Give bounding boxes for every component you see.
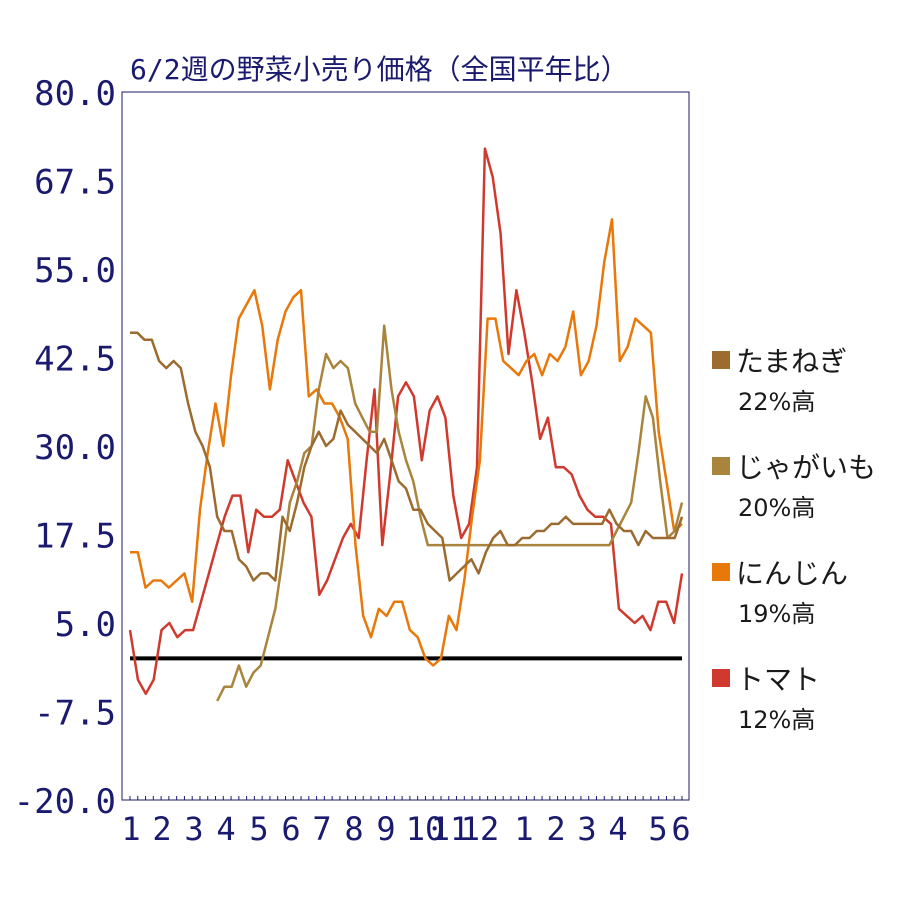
legend-swatch (712, 457, 730, 475)
series-line (216, 324, 684, 702)
x-tick-label: 10 (406, 810, 445, 848)
x-tick-label: 3 (577, 810, 596, 848)
y-tick-label: -20.0 (14, 782, 116, 822)
legend-swatch (712, 563, 730, 581)
chart-title: 6/2週の野菜小売り価格（全国平年比） (130, 53, 629, 86)
y-tick-label: 42.5 (34, 340, 116, 380)
series-line (130, 218, 683, 667)
x-tick-label: 11 (431, 810, 470, 848)
x-tick-label: 6 (281, 810, 300, 848)
legend-swatch (712, 351, 730, 369)
legend-series-name: にんじん (736, 557, 849, 590)
series-line (130, 331, 684, 582)
legend-item: にんじん 19%高 (712, 552, 848, 629)
x-tick-label: 7 (312, 810, 331, 848)
legend-item: じゃがいも 20%高 (712, 446, 876, 523)
x-tick-label: 4 (608, 810, 627, 848)
y-tick-label: 5.0 (55, 605, 116, 645)
x-tick-label: 8 (344, 810, 363, 848)
x-tick-label: 1 (121, 810, 140, 848)
x-tick-label: 5 (648, 810, 667, 848)
legend-series-note: 12%高 (738, 706, 816, 734)
y-tick-label: 67.5 (34, 163, 116, 203)
y-tick-label: 30.0 (34, 428, 116, 468)
legend-series-note: 20%高 (738, 494, 816, 522)
legend-swatch (712, 669, 730, 687)
legend-series-note: 19%高 (738, 600, 816, 628)
legend-series-name: じゃがいも (736, 451, 877, 484)
legend-item: トマト 12%高 (712, 658, 820, 735)
y-tick-label: 17.5 (34, 517, 116, 557)
legend-series-name: トマト (736, 663, 821, 696)
x-tick-label: 2 (152, 810, 171, 848)
x-tick-label: 3 (184, 810, 203, 848)
x-tick-label: 1 (514, 810, 533, 848)
legend-series-name: たまねぎ (736, 345, 848, 378)
plot-area (121, 91, 690, 801)
y-tick-label: 80.0 (34, 74, 116, 114)
x-tick-label: 4 (216, 810, 235, 848)
x-tick-label: 5 (249, 810, 268, 848)
y-tick-label: -7.5 (34, 694, 116, 734)
y-tick-label: 55.0 (34, 251, 116, 291)
x-tick-label: 12 (461, 810, 500, 848)
x-tick-label: 2 (546, 810, 565, 848)
x-tick-label: 9 (376, 810, 395, 848)
legend-series-note: 22%高 (738, 388, 816, 416)
legend-item: たまねぎ 22%高 (712, 340, 847, 417)
x-tick-label: 6 (671, 810, 690, 848)
